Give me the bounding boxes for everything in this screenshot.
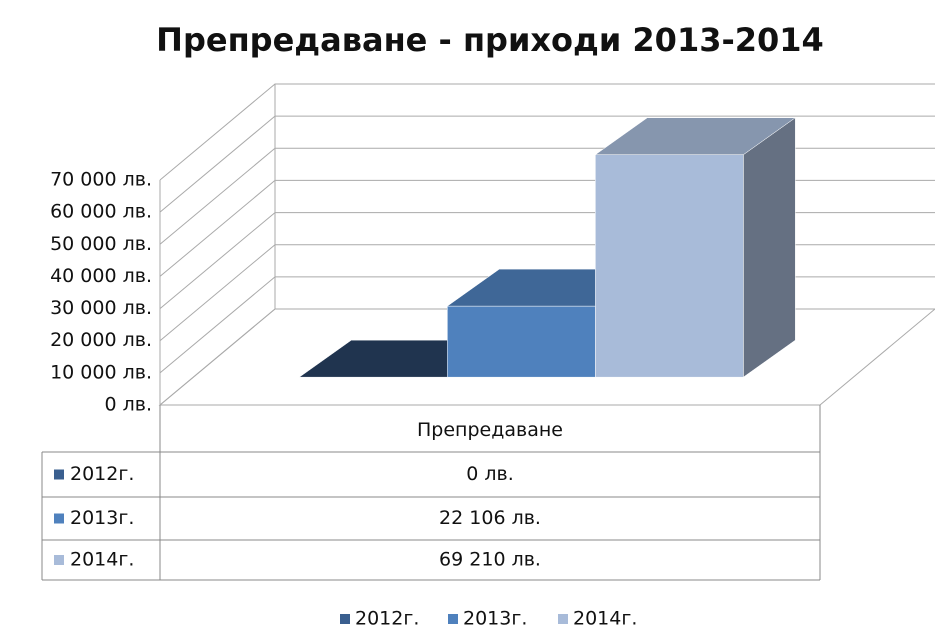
table-value: 69 210 лв. [439,549,541,571]
table-legend-key [54,469,64,480]
bar-top [594,117,797,155]
y-tick-label: 20 000 лв. [50,329,152,351]
bar [447,305,596,378]
legend-key [448,614,458,624]
legend-label: 2013г. [463,608,527,630]
table-series-name: 2013г. [70,507,134,529]
y-tick-label: 70 000 лв. [50,169,152,191]
table-legend-key [54,555,64,565]
y-tick-label: 50 000 лв. [50,233,152,255]
table-value: 0 лв. [466,463,514,485]
table-series-name: 2012г. [70,463,134,485]
table-legend-key [54,513,64,524]
grid-line [159,115,935,213]
grid-line [159,83,935,181]
chart-title: Препредаване - приходи 2013-2014 [156,21,824,59]
bar-side [743,117,796,378]
y-tick-label: 40 000 лв. [50,265,152,287]
bar [595,154,744,378]
table-header: Препредаване [417,419,563,441]
grid-line [159,179,935,277]
table-value: 22 106 лв. [439,507,541,529]
legend-key [558,614,568,624]
legend-label: 2012г. [355,608,419,630]
y-tick-label: 10 000 лв. [50,361,152,383]
y-tick-label: 0 лв. [104,394,152,416]
grid-line [159,147,935,245]
legend-key [340,614,350,624]
y-tick-label: 60 000 лв. [50,201,152,223]
legend-label: 2014г. [573,608,637,630]
y-tick-label: 30 000 лв. [50,297,152,319]
table-series-name: 2014г. [70,549,134,571]
